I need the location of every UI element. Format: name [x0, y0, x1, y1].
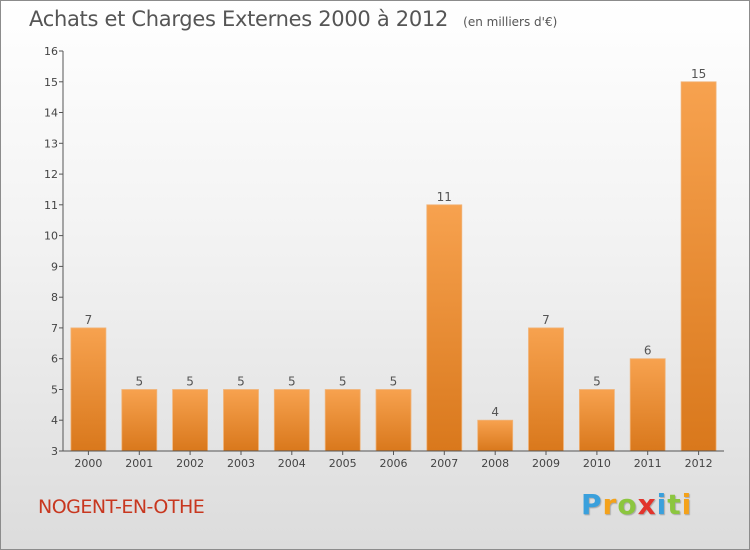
brand-letter: t: [667, 488, 682, 521]
x-tick-label-2012: 2012: [685, 457, 713, 470]
value-label-2000: 7: [85, 313, 93, 327]
bar-2002: [172, 389, 209, 452]
bar-2011: [629, 358, 666, 452]
value-label-2010: 5: [593, 375, 601, 389]
value-label-2001: 5: [135, 375, 143, 389]
y-tick-label-14: 14: [44, 107, 58, 120]
x-tick-label-2005: 2005: [329, 457, 357, 470]
bar-2009: [528, 327, 564, 452]
x-tick-label-2004: 2004: [278, 457, 306, 470]
x-tick-label-2006: 2006: [380, 457, 408, 470]
brand-letter: P: [581, 488, 603, 521]
bar-2006: [375, 389, 412, 452]
x-tick-label-2010: 2010: [583, 457, 611, 470]
y-tick-label-12: 12: [44, 168, 58, 181]
value-label-2012: 15: [691, 67, 706, 81]
bar-2012: [680, 81, 717, 452]
y-tick-label-16: 16: [44, 45, 58, 58]
bar-2004: [273, 389, 310, 452]
value-label-2011: 6: [644, 344, 652, 358]
y-tick-label-9: 9: [51, 260, 58, 273]
y-tick-label-6: 6: [51, 353, 58, 366]
bar-2001: [121, 389, 158, 452]
y-tick-label-3: 3: [51, 445, 58, 458]
value-label-2004: 5: [288, 375, 296, 389]
bar-2008: [477, 419, 514, 452]
bar-2005: [324, 389, 361, 452]
x-tick-label-2011: 2011: [634, 457, 662, 470]
y-tick-label-11: 11: [44, 199, 58, 212]
value-label-2007: 11: [437, 190, 452, 204]
chart-title-block: Achats et Charges Externes 2000 à 2012 (…: [29, 7, 557, 31]
x-tick-label-2007: 2007: [430, 457, 458, 470]
brand-letter: i: [681, 488, 693, 521]
x-tick-label-2000: 2000: [74, 457, 102, 470]
brand-letter: r: [602, 488, 618, 521]
y-tick-label-13: 13: [44, 137, 58, 150]
y-tick-label-4: 4: [51, 414, 58, 427]
y-tick-label-5: 5: [51, 384, 58, 397]
bar-2003: [223, 389, 259, 452]
brand-letter: x: [637, 488, 657, 521]
value-label-2002: 5: [186, 375, 194, 389]
brand-logo: Proxiti: [581, 488, 692, 521]
value-label-2008: 4: [491, 405, 499, 419]
y-tick-label-15: 15: [44, 76, 58, 89]
x-tick-label-2009: 2009: [532, 457, 560, 470]
value-label-2009: 7: [542, 313, 550, 327]
value-label-2003: 5: [237, 375, 245, 389]
chart-title: Achats et Charges Externes 2000 à 2012: [29, 7, 449, 31]
value-label-2006: 5: [390, 375, 398, 389]
x-tick-label-2002: 2002: [176, 457, 204, 470]
brand-letter: o: [617, 488, 638, 521]
bar-2007: [426, 204, 463, 452]
y-tick-label-7: 7: [51, 322, 58, 335]
bar-2000: [70, 327, 107, 452]
location-label: NOGENT-EN-OTHE: [38, 496, 205, 518]
chart-subtitle: (en milliers d'€): [463, 15, 558, 29]
x-tick-label-2001: 2001: [125, 457, 153, 470]
x-tick-label-2003: 2003: [227, 457, 255, 470]
y-tick-label-10: 10: [44, 230, 58, 243]
x-tick-label-2008: 2008: [481, 457, 509, 470]
y-tick-label-8: 8: [51, 291, 58, 304]
value-label-2005: 5: [339, 375, 347, 389]
bar-2010: [579, 389, 615, 452]
brand-letter: i: [656, 488, 668, 521]
